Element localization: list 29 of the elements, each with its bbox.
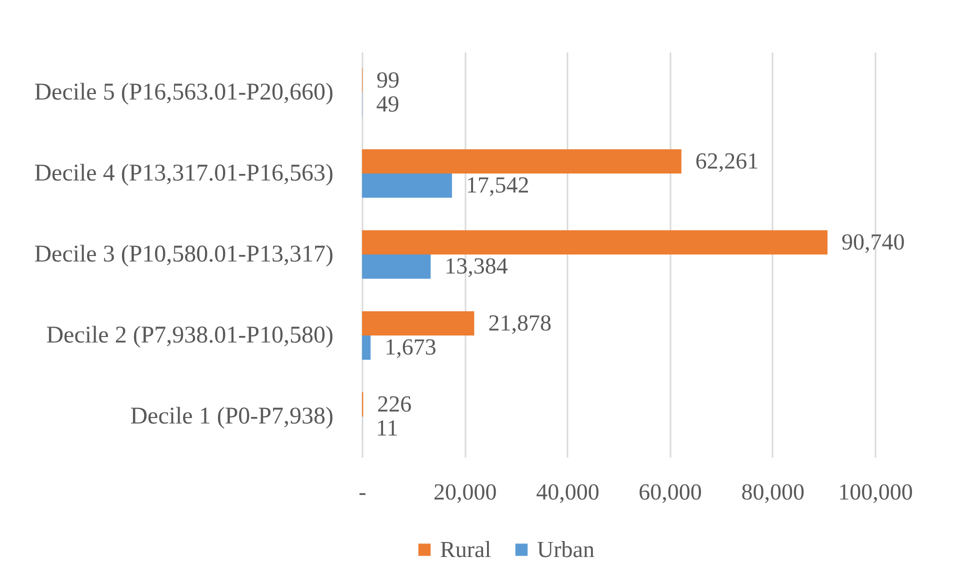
y-tick-label: Decile 2 (P7,938.01-P10,580) [46, 322, 334, 348]
legend-label: Rural [440, 536, 492, 562]
y-tick-label: Decile 1 (P0-P7,938) [130, 404, 334, 430]
bar [362, 311, 474, 336]
data-label: 1,673 [384, 334, 436, 360]
bar [362, 254, 431, 279]
data-label: 90,740 [841, 229, 905, 254]
bar [362, 149, 682, 174]
legend-label: Urban [537, 536, 595, 562]
data-label: 13,384 [444, 254, 508, 279]
data-label: 49 [376, 92, 400, 117]
x-tick-label: 60,000 [638, 480, 702, 504]
bar [362, 336, 371, 360]
x-tick-label: - [358, 480, 366, 504]
data-label: 99 [376, 67, 400, 92]
data-label: 226 [377, 391, 412, 416]
data-label: 21,878 [488, 310, 552, 336]
x-tick-label: 20,000 [433, 480, 497, 504]
data-label: 17,542 [466, 172, 530, 198]
y-tick-label: Decile 3 (P10,580.01-P13,317) [34, 242, 334, 268]
x-tick-label: 80,000 [741, 480, 805, 504]
y-tick-label: Decile 5 (P16,563.01-P20,660) [34, 80, 334, 106]
bar [362, 230, 828, 254]
x-tick-label: 100,000 [838, 480, 913, 504]
x-tick-label: 40,000 [536, 480, 600, 504]
data-label: 11 [376, 416, 398, 441]
y-tick-label: Decile 4 (P13,317.01-P16,563) [34, 160, 334, 186]
bar [362, 174, 452, 198]
data-label: 62,261 [695, 148, 759, 174]
